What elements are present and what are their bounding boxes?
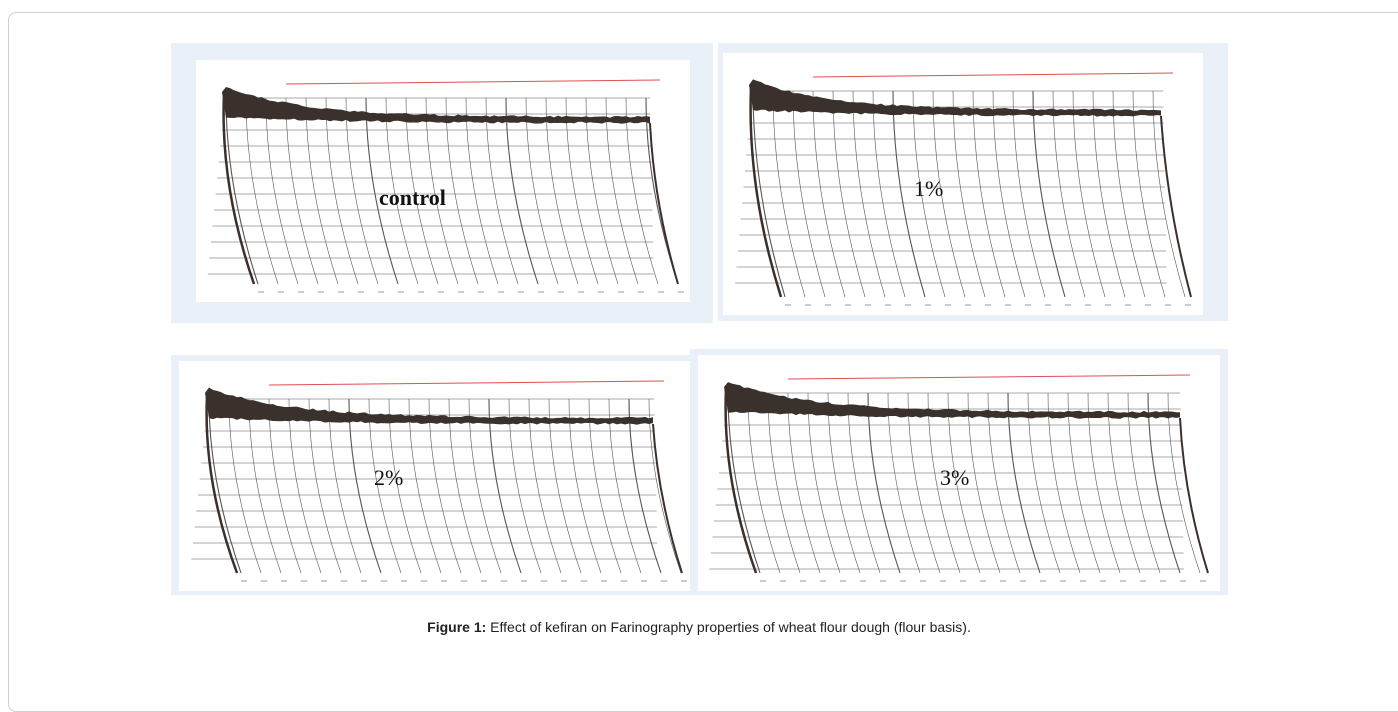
- grid-line: [1033, 91, 1065, 297]
- grid-line: [1088, 393, 1120, 573]
- grid-line: [973, 91, 1005, 297]
- reference-line: [813, 73, 1173, 77]
- grid-line: [908, 393, 940, 573]
- grid-line: [1108, 393, 1140, 573]
- grid-line: [888, 393, 920, 573]
- grid-line: [549, 399, 581, 573]
- panel-label: control: [379, 185, 446, 211]
- grid-line: [1068, 393, 1100, 573]
- grid-line: [988, 393, 1020, 573]
- grid-line: [466, 98, 498, 284]
- grid-line: [873, 91, 905, 297]
- grid-line: [266, 98, 298, 284]
- grid-line: [606, 98, 638, 284]
- panel: 1%: [718, 43, 1228, 321]
- grid-line: [249, 399, 281, 573]
- grid-line: [788, 393, 820, 573]
- grid-line: [848, 393, 880, 573]
- caption-label: Figure 1:: [427, 619, 486, 635]
- grid-line: [1028, 393, 1060, 573]
- grid-line: [833, 91, 865, 297]
- consistency-band: [749, 79, 1161, 116]
- grid-line: [306, 98, 338, 284]
- grid-line: [828, 393, 860, 573]
- grid-line: [329, 399, 361, 573]
- grid-line: [589, 399, 621, 573]
- curve-tail: [653, 424, 682, 573]
- consistency-band: [724, 382, 1180, 419]
- grid-line: [748, 393, 780, 573]
- grid-line: [566, 98, 598, 284]
- grid-line: [269, 399, 301, 573]
- reference-line: [788, 375, 1190, 379]
- grid-line: [286, 98, 318, 284]
- grid-line: [626, 98, 658, 284]
- grid-line: [793, 91, 825, 297]
- grid-line: [853, 91, 885, 297]
- grid-line: [953, 91, 985, 297]
- grid-line: [529, 399, 561, 573]
- farinogram: [723, 53, 1203, 315]
- grid-line: [1113, 91, 1145, 297]
- grid-line: [469, 399, 501, 573]
- grid-line: [449, 399, 481, 573]
- grid-line: [1008, 393, 1040, 573]
- grid-line: [1148, 393, 1180, 573]
- panel: control: [171, 43, 713, 323]
- curve-tail: [1161, 116, 1191, 297]
- grid-line: [289, 399, 321, 573]
- grid-line: [1133, 91, 1165, 297]
- grid-line: [346, 98, 378, 284]
- grid-line: [509, 399, 541, 573]
- grid-line: [1093, 91, 1125, 297]
- grid-line: [1073, 91, 1105, 297]
- grid-line: [489, 399, 521, 573]
- reference-line: [269, 381, 664, 385]
- grid-line: [309, 399, 341, 573]
- grid-line: [768, 393, 800, 573]
- grid-line: [1053, 91, 1085, 297]
- reference-line: [286, 80, 660, 84]
- caption: Figure 1: Effect of kefiran on Farinogra…: [0, 619, 1398, 635]
- panel-label: 3%: [940, 465, 969, 491]
- grid-line: [868, 393, 900, 573]
- farinogram: [179, 361, 694, 591]
- grid-line: [429, 399, 461, 573]
- grid-line: [629, 399, 661, 573]
- grid-line: [506, 98, 538, 284]
- farinogram: [196, 60, 690, 302]
- grid-line: [326, 98, 358, 284]
- grid-line: [229, 399, 261, 573]
- panel-label: 2%: [374, 465, 403, 491]
- panel-label: 1%: [914, 176, 943, 202]
- grid-line: [486, 98, 518, 284]
- grid-line: [773, 91, 805, 297]
- panel: 2%: [171, 355, 700, 595]
- grid-line: [446, 98, 478, 284]
- grid-line: [569, 399, 601, 573]
- page: control 1% 2% 3% Figure 1: Effect of kef…: [0, 0, 1398, 657]
- curve-tail: [650, 123, 678, 284]
- grid-line: [968, 393, 1000, 573]
- grid-line: [246, 98, 278, 284]
- grid-line: [1013, 91, 1045, 297]
- grid-line: [1048, 393, 1080, 573]
- grid-line: [813, 91, 845, 297]
- grid-line: [409, 399, 441, 573]
- grid-line: [609, 399, 641, 573]
- caption-text: Effect of kefiran on Farinography proper…: [490, 619, 971, 635]
- grid-line: [1128, 393, 1160, 573]
- grid-line: [993, 91, 1025, 297]
- grid-line: [546, 98, 578, 284]
- grid-line: [586, 98, 618, 284]
- curve-tail: [1180, 418, 1208, 573]
- grid-line: [1168, 393, 1200, 573]
- grid-line: [808, 393, 840, 573]
- panel: 3%: [690, 349, 1228, 595]
- grid-line: [526, 98, 558, 284]
